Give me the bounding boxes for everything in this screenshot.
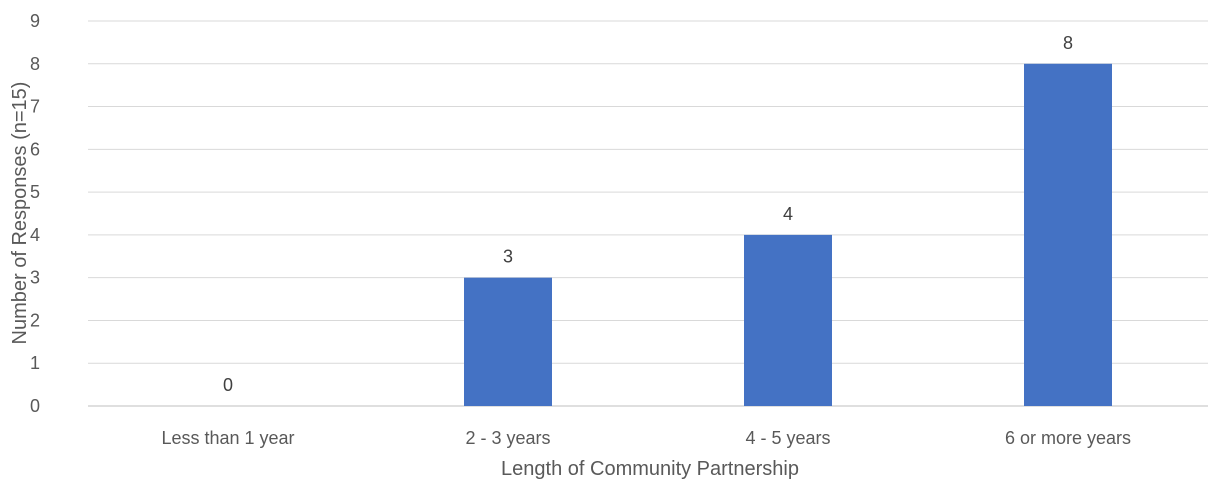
bar (744, 234, 832, 406)
y-tick-label: 8 (30, 54, 40, 74)
y-axis-title: Number of Responses (n=15) (9, 82, 31, 345)
y-tick-label: 7 (30, 97, 40, 117)
y-tick-label: 9 (30, 11, 40, 31)
x-tick-label: 2 - 3 years (465, 428, 550, 448)
bar-data-label: 4 (783, 204, 793, 224)
bar-data-label: 0 (223, 375, 233, 395)
y-tick-label: 4 (30, 225, 40, 245)
gridlines (88, 20, 1208, 407)
x-tick-label: Less than 1 year (161, 428, 294, 448)
y-tick-label: 2 (30, 310, 40, 330)
y-tick-label: 6 (30, 139, 40, 159)
bar (464, 277, 552, 406)
bar (1024, 63, 1112, 407)
y-tick-label: 0 (30, 396, 40, 416)
x-tick-label: 6 or more years (1005, 428, 1131, 448)
bar-data-label: 3 (503, 247, 513, 267)
x-tick-label: 4 - 5 years (745, 428, 830, 448)
y-tick-label: 1 (30, 353, 40, 373)
x-axis-title: Length of Community Partnership (501, 458, 799, 480)
y-tick-label: 5 (30, 182, 40, 202)
bars (464, 63, 1112, 407)
data-labels: 0 3 4 8 (223, 33, 1073, 395)
y-axis-ticks: 0 1 2 3 4 5 6 7 8 9 (30, 11, 40, 416)
y-tick-label: 3 (30, 268, 40, 288)
x-axis-ticks: Less than 1 year 2 - 3 years 4 - 5 years 6 … (161, 428, 1131, 448)
bar-data-label: 8 (1063, 33, 1073, 53)
